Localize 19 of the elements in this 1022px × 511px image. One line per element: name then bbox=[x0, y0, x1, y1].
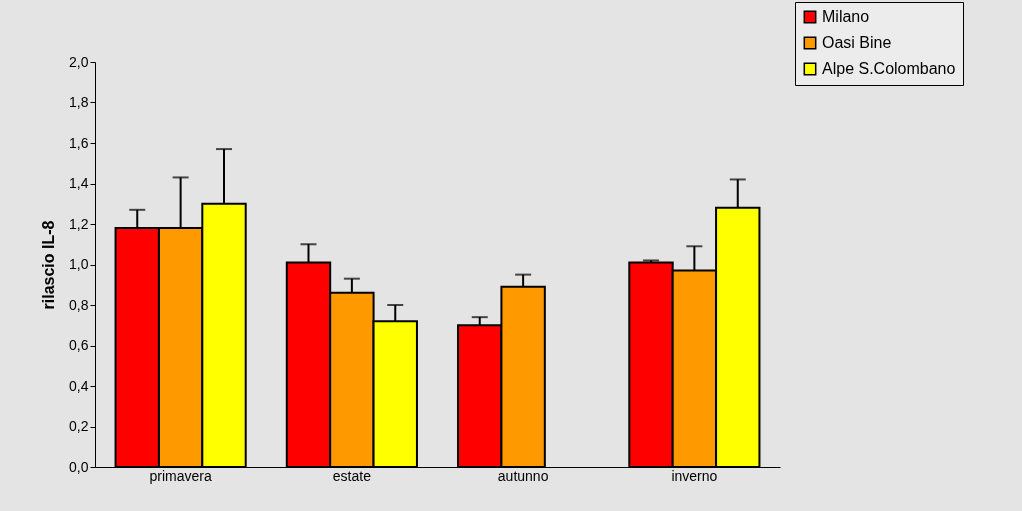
legend-label: Alpe S.Colombano bbox=[822, 60, 956, 77]
y-tick-label: 0,8 bbox=[69, 296, 89, 313]
x-tick-label: inverno bbox=[671, 467, 718, 484]
y-tick-label: 0,2 bbox=[69, 418, 89, 434]
x-tick-label: autunno bbox=[497, 467, 549, 484]
legend-label: Milano bbox=[822, 8, 870, 25]
y-tick-label: 0,6 bbox=[69, 337, 89, 353]
y-tick-label: 1,8 bbox=[69, 94, 89, 110]
y-tick-label: 0,4 bbox=[69, 377, 89, 394]
legend-label: Oasi Bine bbox=[822, 34, 892, 51]
y-tick-label: 1,6 bbox=[69, 134, 89, 151]
y-tick-label: 1,4 bbox=[69, 175, 89, 191]
x-tick-label: primavera bbox=[149, 467, 212, 484]
y-tick-label: 0,0 bbox=[69, 458, 89, 475]
y-tick-label: 1,2 bbox=[69, 215, 89, 232]
y-tick-label: 1,0 bbox=[69, 256, 89, 272]
y-axis-title: rilascio IL-8 bbox=[40, 220, 58, 310]
x-tick-label: estate bbox=[332, 467, 372, 484]
y-tick-label: 2,0 bbox=[69, 53, 89, 70]
